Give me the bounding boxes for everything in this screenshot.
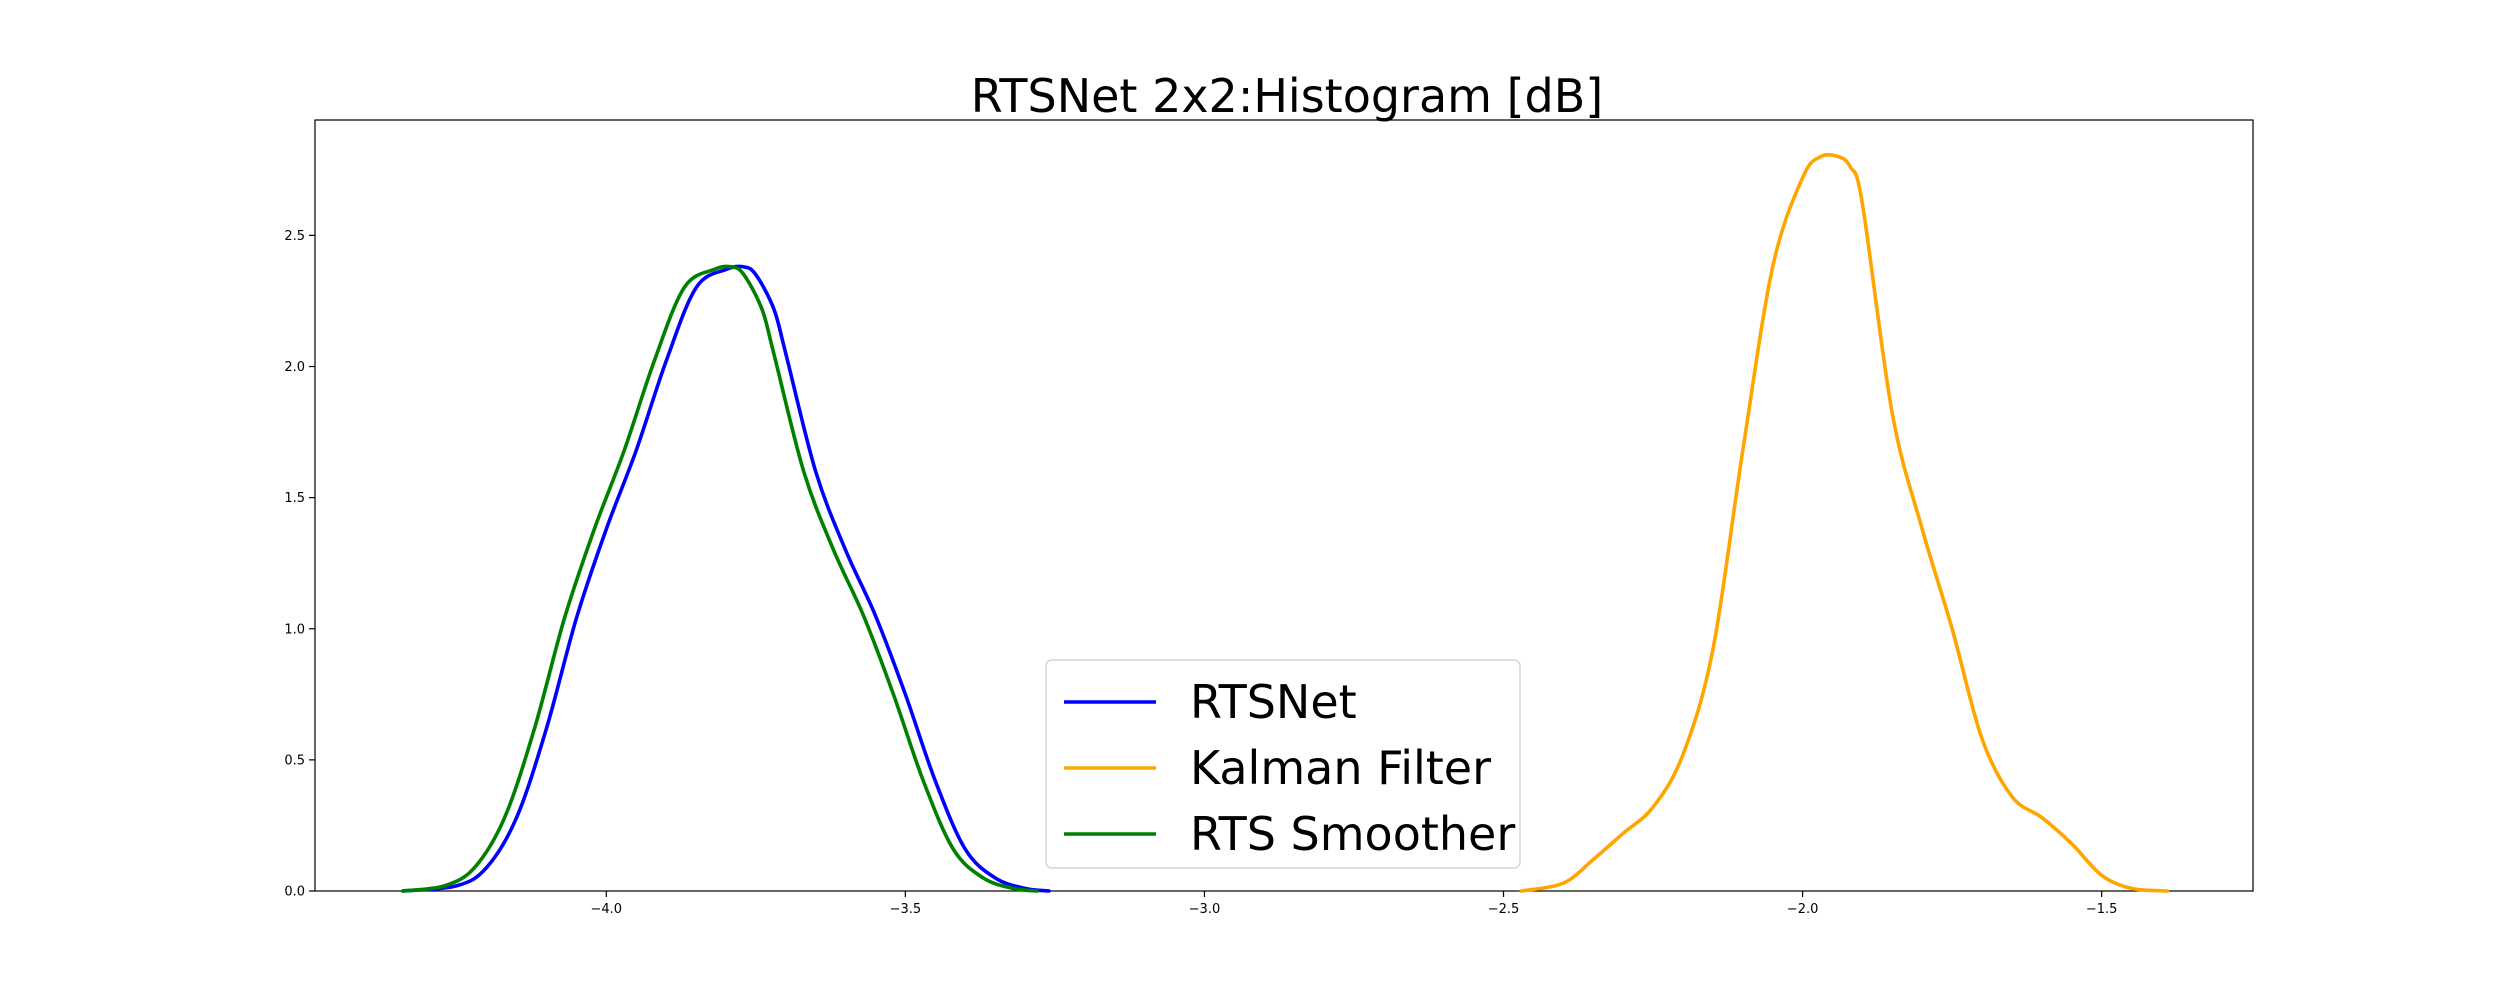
legend-label-kalman-filter: Kalman Filter <box>1190 741 1491 795</box>
x-axis: −4.0 −3.5 −3.0 −2.5 −2.0 −1.5 <box>591 891 2118 917</box>
chart-title: RTSNet 2x2:Histogram [dB] <box>971 69 1603 123</box>
y-tick-label: 2.5 <box>284 229 305 244</box>
series-line-kalman-filter <box>1519 152 2170 893</box>
y-tick-label: 1.0 <box>284 622 305 637</box>
x-tick-label: −2.0 <box>1787 902 1819 917</box>
series-line-rts-smoother <box>401 264 1039 893</box>
legend: RTSNet Kalman Filter RTS Smoother <box>1045 659 1521 869</box>
legend-label-rts-smoother: RTS Smoother <box>1190 807 1515 861</box>
axes-frame <box>314 119 2254 892</box>
x-tick-label: −2.5 <box>1488 902 1520 917</box>
legend-box <box>1045 659 1521 869</box>
y-tick-label: 1.5 <box>284 491 305 506</box>
y-axis: 0.0 0.5 1.0 1.5 2.0 2.5 <box>284 229 315 900</box>
y-tick-label: 0.5 <box>284 753 305 768</box>
x-tick-label: −1.5 <box>2086 902 2118 917</box>
x-tick-label: −3.5 <box>890 902 922 917</box>
legend-label-rtsnet: RTSNet <box>1190 675 1357 729</box>
series-line-rtsnet <box>401 264 1051 893</box>
y-tick-label: 0.0 <box>284 885 305 900</box>
plot-area <box>314 119 2254 892</box>
series-layer <box>401 152 2170 893</box>
y-tick-label: 2.0 <box>284 360 305 375</box>
x-tick-label: −4.0 <box>591 902 623 917</box>
x-tick-label: −3.0 <box>1189 902 1221 917</box>
